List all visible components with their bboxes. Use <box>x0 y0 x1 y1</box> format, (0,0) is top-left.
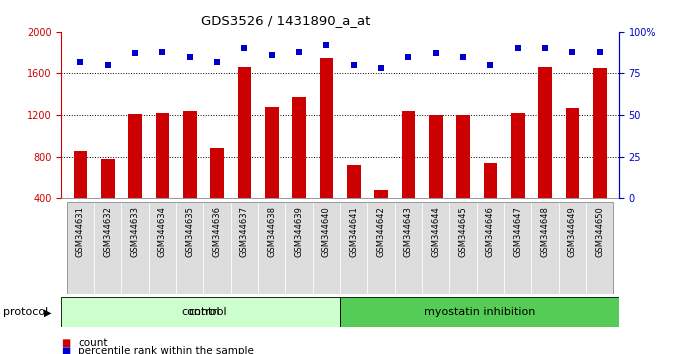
Point <box>594 49 605 55</box>
Point <box>403 54 413 59</box>
Text: GSM344643: GSM344643 <box>404 206 413 257</box>
Bar <box>340 297 619 327</box>
Point <box>430 51 441 56</box>
Text: GSM344650: GSM344650 <box>595 206 604 257</box>
Bar <box>210 148 224 198</box>
Text: GSM344648: GSM344648 <box>541 206 549 257</box>
Text: GSM344647: GSM344647 <box>513 206 522 257</box>
Bar <box>231 202 258 294</box>
Bar <box>347 165 360 198</box>
Bar <box>401 112 415 198</box>
Text: count: count <box>78 338 107 348</box>
Text: GSM344639: GSM344639 <box>294 206 303 257</box>
Bar <box>504 202 531 294</box>
Point <box>157 49 168 55</box>
Text: GSM344649: GSM344649 <box>568 206 577 257</box>
Point <box>567 49 578 55</box>
Text: ■: ■ <box>61 346 71 354</box>
Bar <box>61 297 340 327</box>
Bar <box>128 114 142 198</box>
Bar <box>374 190 388 198</box>
Point <box>321 42 332 48</box>
Point <box>267 52 277 58</box>
Text: GSM344631: GSM344631 <box>76 206 85 257</box>
Bar <box>320 58 333 198</box>
Bar <box>538 67 552 198</box>
Bar <box>559 202 586 294</box>
Text: GSM344642: GSM344642 <box>377 206 386 257</box>
Text: GSM344646: GSM344646 <box>486 206 495 257</box>
Point <box>512 46 523 51</box>
Text: GDS3526 / 1431890_a_at: GDS3526 / 1431890_a_at <box>201 14 371 27</box>
Text: GSM344637: GSM344637 <box>240 206 249 257</box>
Text: GSM344632: GSM344632 <box>103 206 112 257</box>
Text: GSM344645: GSM344645 <box>458 206 468 257</box>
Text: protocol: protocol <box>3 307 49 318</box>
Bar <box>593 68 607 198</box>
Text: GSM344634: GSM344634 <box>158 206 167 257</box>
Bar <box>203 202 231 294</box>
Bar <box>286 202 313 294</box>
Point <box>75 59 86 65</box>
Point <box>485 62 496 68</box>
Text: control: control <box>188 307 227 318</box>
Point <box>239 46 250 51</box>
Bar <box>101 159 114 198</box>
Point <box>348 62 359 68</box>
Bar <box>237 67 251 198</box>
Bar <box>456 115 470 198</box>
Point <box>102 62 113 68</box>
Bar <box>531 202 559 294</box>
Text: GSM344641: GSM344641 <box>349 206 358 257</box>
Text: GSM344636: GSM344636 <box>212 206 222 257</box>
Point <box>375 65 386 71</box>
Bar <box>429 115 443 198</box>
Text: control: control <box>182 307 220 318</box>
Bar <box>156 114 169 198</box>
Point <box>130 51 141 56</box>
Bar <box>394 202 422 294</box>
Text: ▶: ▶ <box>44 307 52 318</box>
Text: myostatin inhibition: myostatin inhibition <box>424 307 535 318</box>
Text: GSM344633: GSM344633 <box>131 206 139 257</box>
Bar <box>149 202 176 294</box>
Bar <box>292 97 306 198</box>
Bar <box>586 202 613 294</box>
Point <box>184 54 195 59</box>
Bar <box>67 202 94 294</box>
Text: percentile rank within the sample: percentile rank within the sample <box>78 346 254 354</box>
Bar <box>265 107 279 198</box>
Point <box>539 46 550 51</box>
Bar <box>511 114 524 198</box>
Text: GSM344644: GSM344644 <box>431 206 440 257</box>
Bar <box>483 163 497 198</box>
Bar <box>340 202 367 294</box>
Point <box>458 54 469 59</box>
Text: GSM344638: GSM344638 <box>267 206 276 257</box>
Bar <box>121 202 149 294</box>
Bar <box>94 202 121 294</box>
Bar <box>367 202 394 294</box>
Text: ■: ■ <box>61 338 71 348</box>
Bar <box>566 108 579 198</box>
Bar <box>477 202 504 294</box>
Bar <box>449 202 477 294</box>
Bar <box>258 202 286 294</box>
Text: GSM344640: GSM344640 <box>322 206 331 257</box>
Bar <box>73 151 87 198</box>
Point <box>211 59 222 65</box>
Bar <box>183 111 197 198</box>
Point <box>294 49 305 55</box>
Bar <box>313 202 340 294</box>
Text: GSM344635: GSM344635 <box>185 206 194 257</box>
Bar <box>422 202 449 294</box>
Bar <box>176 202 203 294</box>
